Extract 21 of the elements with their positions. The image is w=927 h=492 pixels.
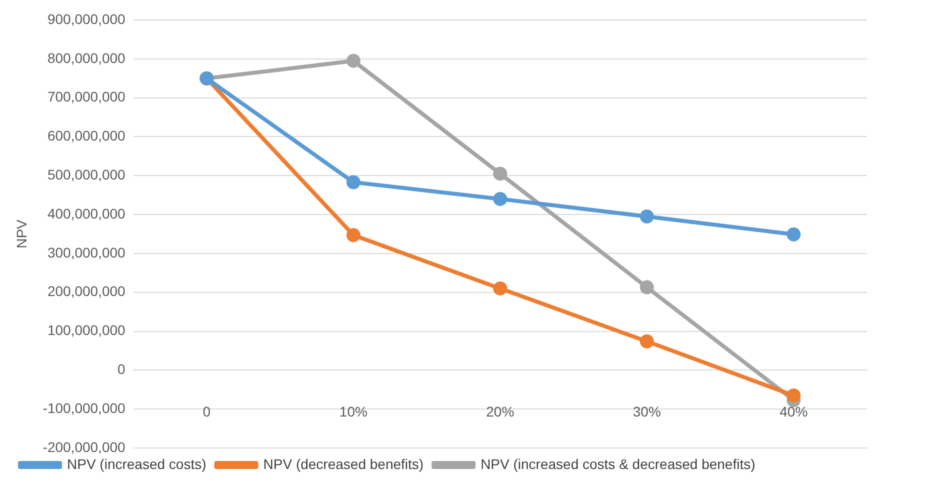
y-tick-label: 800,000,000 (47, 50, 126, 66)
y-tick-label: 500,000,000 (47, 166, 126, 182)
y-tick-label: 700,000,000 (47, 88, 126, 105)
x-tick-label: 10% (339, 403, 368, 420)
legend-label: NPV (increased costs & decreased benefits) (480, 456, 756, 472)
y-tick-label: 600,000,000 (47, 128, 126, 144)
x-tick-label: 20% (486, 403, 514, 420)
y-tick-label: 100,000,000 (47, 322, 126, 338)
y-tick-label: 200,000,000 (47, 283, 126, 300)
x-tick-label: 40% (780, 403, 808, 420)
y-axis-title: NPV (13, 218, 30, 248)
y-tick-label: 0 (118, 361, 126, 378)
y-tick-label: -200,000,000 (42, 438, 126, 455)
y-tick-label: -100,000,000 (42, 400, 126, 416)
y-tick-label: 900,000,000 (47, 10, 126, 27)
x-tick-label: 30% (632, 403, 661, 420)
legend-label: NPV (decreased benefits) (263, 456, 424, 472)
legend-label: NPV (increased costs) (67, 456, 206, 472)
y-tick-label: 300,000,000 (47, 244, 126, 260)
x-tick-label: 0 (202, 403, 211, 420)
y-tick-label: 400,000,000 (47, 205, 126, 222)
